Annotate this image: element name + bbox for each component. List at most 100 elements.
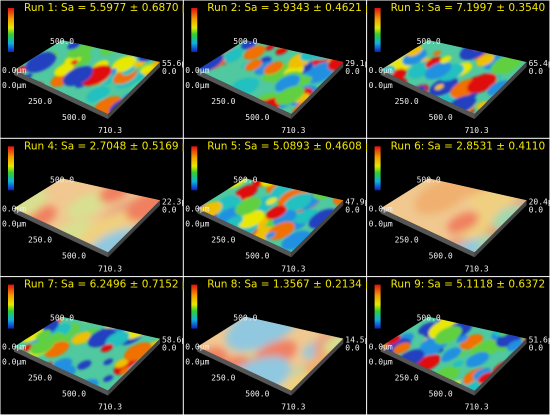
axis-label: 500.0	[233, 37, 257, 46]
axis-label: 710.3	[281, 264, 305, 273]
surface-side	[291, 338, 344, 396]
axis-label: 250.0	[395, 235, 419, 244]
surface-side	[474, 338, 527, 396]
color-bar	[374, 8, 381, 52]
surface-blob	[424, 61, 452, 80]
axis-label: 250.0	[28, 97, 52, 106]
surface-side	[108, 62, 160, 119]
axis-label: 0.0µm	[2, 219, 26, 228]
axis-label: 250.0	[395, 374, 419, 383]
axis-label: 500.0	[50, 175, 74, 184]
surface-blob	[243, 45, 266, 60]
panel: Run 5: Sa = 5.0893 ± 0.4608 µm 500.0 0.0µm…	[183, 138, 382, 277]
axis-label: 710.3	[98, 264, 122, 273]
surface-blob	[452, 360, 464, 368]
surface-side	[380, 70, 475, 119]
surface-blob	[434, 83, 444, 91]
z-max-label: 55.6µm	[162, 59, 191, 68]
z-max-label: 51.6µm	[529, 336, 550, 345]
surface-side	[14, 208, 108, 258]
axis-label: 710.3	[281, 126, 305, 135]
surface-blob	[434, 325, 462, 345]
panel-title: Run 5: Sa = 5.0893 ± 0.4608 µm	[207, 140, 382, 152]
surface-side	[474, 62, 527, 119]
axis-label: 500.0	[50, 37, 74, 46]
axis-label: 0.0µm	[369, 358, 393, 367]
z-max-label: 47.9µm	[345, 197, 374, 206]
axis-label: 250.0	[211, 374, 235, 383]
axis-label: 500.0	[245, 251, 269, 260]
color-bar	[8, 8, 14, 52]
color-bar	[8, 284, 14, 329]
surface-blob	[265, 205, 287, 220]
axis-label: 500.0	[62, 113, 86, 122]
surface-blob	[465, 351, 490, 368]
axis-label: 710.3	[98, 403, 122, 412]
surface-blob	[111, 55, 137, 73]
panel: Run 2: Sa = 3.9343 ± 0.4621 µm 500.0 0.0µm…	[183, 0, 382, 138]
axis-label: 0.0µm	[185, 358, 209, 367]
axis-label: 250.0	[395, 97, 419, 106]
axis-label: 0.0µm	[369, 343, 393, 352]
axis-label: 0.0µm	[2, 81, 26, 90]
axis-label: 0.0µm	[2, 204, 26, 213]
z-min-label: 0.0	[162, 67, 177, 76]
z-max-label: 14.5µm	[345, 336, 374, 345]
axis-label: 500.0	[417, 314, 441, 323]
panel: Run 7: Sa = 6.2496 ± 0.7152 µm 500.0 0.0µm…	[0, 277, 199, 415]
axis-label: 500.0	[417, 175, 441, 184]
color-bar	[374, 146, 381, 191]
axis-label: 710.3	[98, 126, 122, 135]
surface-blob	[126, 189, 160, 222]
surface-blob	[134, 60, 146, 68]
axis-label: 500.0	[417, 37, 441, 46]
surface-blob	[447, 212, 479, 234]
axis-label: 0.0µm	[369, 81, 393, 90]
axis-label: 250.0	[28, 374, 52, 383]
surface-side	[380, 346, 475, 396]
surface-blob	[35, 329, 52, 341]
z-max-label: 20.4µm	[529, 197, 550, 206]
surface-side	[14, 70, 108, 119]
surface-side	[197, 70, 292, 119]
z-min-label: 0.0	[345, 344, 360, 353]
axis-label: 0.0µm	[2, 66, 26, 75]
surface-side	[474, 200, 527, 258]
axis-label: 710.3	[465, 403, 489, 412]
surface-side	[108, 338, 160, 396]
surface-blob	[298, 76, 313, 86]
surface-blob	[105, 331, 130, 348]
surface-blob	[263, 61, 284, 75]
surface-side	[14, 346, 108, 396]
axis-label: 500.0	[50, 314, 74, 323]
axis-label: 500.0	[233, 175, 257, 184]
z-min-label: 0.0	[162, 344, 177, 353]
panel-title: Run 4: Sa = 2.7048 ± 0.5169 µm	[24, 140, 199, 152]
surface-side	[291, 62, 344, 119]
surface-blob	[62, 65, 94, 87]
z-max-label: 29.1µm	[345, 59, 374, 68]
axis-label: 500.0	[245, 390, 269, 399]
surface-blob	[114, 358, 129, 368]
z-min-label: 0.0	[162, 205, 177, 214]
color-bar	[191, 284, 198, 329]
color-bar	[8, 146, 14, 191]
surface-side	[380, 208, 475, 258]
axis-label: 500.0	[62, 251, 86, 260]
panel: Run 9: Sa = 5.1118 ± 0.6372 µm 500.0 0.0µm…	[367, 277, 550, 415]
panel: Run 3: Sa = 7.1997 ± 0.3540 µm 500.0 0.0µm…	[367, 0, 550, 138]
panel-title: Run 6: Sa = 2.8531 ± 0.4110 µm	[391, 140, 550, 152]
surface-side	[108, 200, 160, 258]
panel: Run 1: Sa = 5.5977 ± 0.6870 µm 500.0 0.0µm…	[0, 0, 199, 138]
surface-blob	[71, 331, 91, 345]
surface-blob	[393, 342, 411, 354]
color-bar	[191, 8, 198, 52]
axis-label: 0.0µm	[185, 343, 209, 352]
surface-side	[291, 200, 344, 258]
surface-blob	[225, 316, 299, 352]
surface-side	[197, 208, 292, 258]
surface-blob	[266, 197, 277, 205]
axis-label: 0.0µm	[2, 343, 26, 352]
axis-label: 710.3	[281, 403, 305, 412]
